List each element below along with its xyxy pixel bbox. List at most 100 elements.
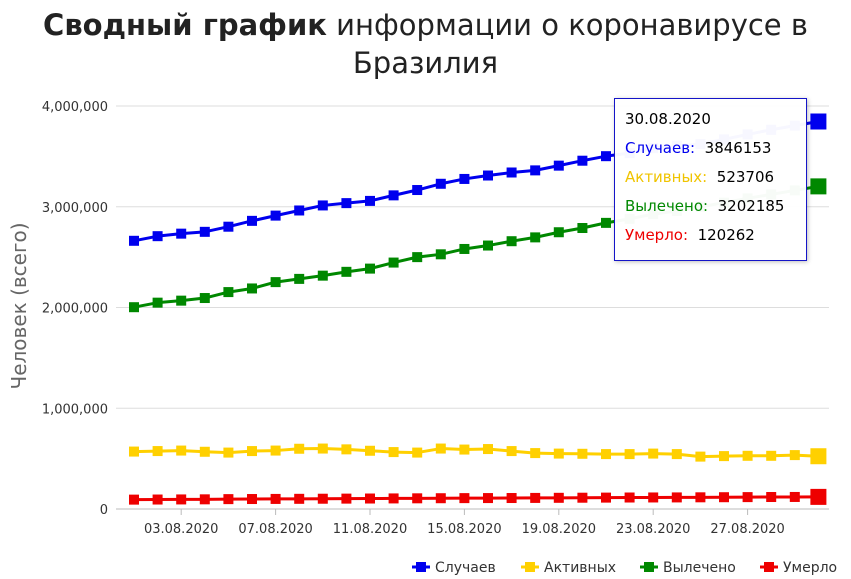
- data-point[interactable]: [223, 287, 234, 298]
- data-point[interactable]: [506, 446, 517, 457]
- data-point[interactable]: [671, 449, 682, 460]
- data-point[interactable]: [695, 451, 706, 462]
- data-point[interactable]: [247, 446, 257, 457]
- data-point[interactable]: [530, 492, 541, 503]
- data-point[interactable]: [530, 165, 541, 176]
- data-point[interactable]: [483, 240, 493, 251]
- data-point[interactable]: [766, 450, 777, 461]
- data-point[interactable]: [435, 493, 446, 504]
- data-point[interactable]: [270, 277, 281, 288]
- legend-item-0[interactable]: Случаев: [412, 560, 496, 576]
- data-point[interactable]: [601, 492, 611, 503]
- data-point[interactable]: [294, 443, 305, 454]
- data-point[interactable]: [624, 449, 635, 460]
- data-point[interactable]: [577, 223, 588, 234]
- legend-item-3[interactable]: Умерло: [760, 560, 837, 576]
- data-point[interactable]: [412, 493, 423, 504]
- data-point[interactable]: [294, 205, 305, 216]
- data-point[interactable]: [412, 447, 423, 458]
- data-point[interactable]: [341, 493, 352, 504]
- data-point[interactable]: [459, 243, 470, 254]
- data-point[interactable]: [152, 446, 163, 457]
- data-point[interactable]: [789, 450, 800, 461]
- data-point[interactable]: [388, 447, 399, 458]
- data-point[interactable]: [742, 450, 753, 461]
- data-point[interactable]: [176, 494, 187, 505]
- data-point[interactable]: [601, 151, 611, 162]
- data-point[interactable]: [129, 302, 139, 313]
- data-point[interactable]: [152, 297, 163, 308]
- data-point[interactable]: [270, 210, 281, 221]
- data-point[interactable]: [388, 493, 399, 504]
- data-point[interactable]: [317, 443, 328, 454]
- data-point[interactable]: [483, 444, 493, 455]
- data-point[interactable]: [577, 155, 588, 166]
- data-point[interactable]: [317, 270, 328, 281]
- data-point[interactable]: [270, 445, 281, 456]
- data-point[interactable]: [152, 231, 163, 242]
- data-point[interactable]: [766, 492, 777, 503]
- data-point[interactable]: [365, 195, 375, 206]
- data-point[interactable]: [199, 293, 210, 304]
- data-point[interactable]: [810, 488, 827, 505]
- data-point[interactable]: [506, 236, 517, 247]
- legend-item-1[interactable]: Активных: [521, 560, 616, 576]
- legend-item-2[interactable]: Вылечено: [640, 560, 736, 576]
- data-point[interactable]: [223, 447, 234, 458]
- data-point[interactable]: [601, 217, 611, 228]
- data-point[interactable]: [365, 445, 375, 456]
- data-point[interactable]: [506, 167, 517, 178]
- data-point[interactable]: [199, 226, 210, 237]
- data-point[interactable]: [199, 446, 210, 457]
- data-point[interactable]: [719, 492, 729, 503]
- data-point[interactable]: [553, 492, 564, 503]
- data-point[interactable]: [459, 444, 470, 455]
- data-point[interactable]: [695, 492, 706, 503]
- data-point[interactable]: [553, 448, 564, 459]
- data-point[interactable]: [624, 492, 635, 503]
- data-point[interactable]: [317, 493, 328, 504]
- data-point[interactable]: [648, 492, 659, 503]
- data-point[interactable]: [152, 494, 163, 505]
- data-point[interactable]: [671, 492, 682, 503]
- data-point[interactable]: [483, 493, 493, 504]
- data-point[interactable]: [247, 283, 257, 294]
- data-point[interactable]: [530, 232, 541, 243]
- data-point[interactable]: [789, 491, 800, 502]
- data-point[interactable]: [719, 451, 729, 462]
- data-point[interactable]: [506, 493, 517, 504]
- data-point[interactable]: [742, 492, 753, 503]
- data-point[interactable]: [553, 227, 564, 238]
- data-point[interactable]: [459, 173, 470, 184]
- data-point[interactable]: [341, 198, 352, 209]
- data-point[interactable]: [810, 178, 827, 195]
- data-point[interactable]: [530, 448, 541, 459]
- data-point[interactable]: [270, 493, 281, 504]
- data-point[interactable]: [365, 263, 375, 274]
- data-point[interactable]: [577, 492, 588, 503]
- data-point[interactable]: [247, 215, 257, 226]
- data-point[interactable]: [129, 235, 139, 246]
- data-point[interactable]: [294, 493, 305, 504]
- data-point[interactable]: [341, 266, 352, 277]
- data-point[interactable]: [412, 185, 423, 196]
- data-point[interactable]: [601, 449, 611, 460]
- data-point[interactable]: [435, 249, 446, 260]
- data-point[interactable]: [412, 252, 423, 263]
- data-point[interactable]: [129, 494, 139, 505]
- data-point[interactable]: [176, 228, 187, 239]
- data-point[interactable]: [553, 160, 564, 171]
- data-point[interactable]: [176, 295, 187, 306]
- data-point[interactable]: [129, 446, 139, 457]
- data-point[interactable]: [459, 493, 470, 504]
- data-point[interactable]: [365, 493, 375, 504]
- data-point[interactable]: [223, 494, 234, 505]
- data-point[interactable]: [648, 448, 659, 459]
- data-point[interactable]: [810, 113, 827, 130]
- data-point[interactable]: [294, 273, 305, 284]
- data-point[interactable]: [810, 448, 827, 465]
- data-point[interactable]: [199, 494, 210, 505]
- data-point[interactable]: [317, 200, 328, 211]
- data-point[interactable]: [435, 443, 446, 454]
- data-point[interactable]: [577, 448, 588, 459]
